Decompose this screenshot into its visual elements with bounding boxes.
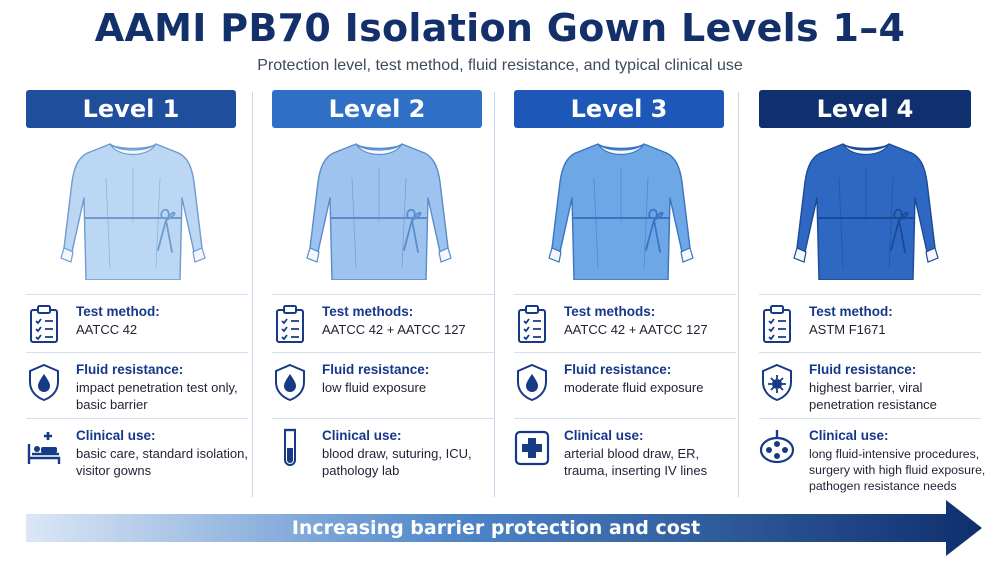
row-divider	[759, 352, 981, 353]
row-divider	[272, 352, 494, 353]
gown-illustration	[294, 138, 464, 280]
fluid-resistance-value: highest barrier, viral penetration resis…	[809, 380, 937, 412]
row-divider	[26, 294, 248, 295]
level-header: Level 4	[759, 90, 971, 128]
row-divider	[514, 418, 736, 419]
fluid-resistance-label: Fluid resistance:	[564, 362, 672, 377]
test-method-value: ASTM F1671	[809, 322, 886, 337]
clipboard-checklist-icon	[514, 304, 550, 344]
test-tube-icon	[272, 428, 308, 468]
row-divider	[272, 294, 494, 295]
row-divider	[272, 418, 494, 419]
shield-droplet-icon	[26, 362, 62, 402]
row-divider	[514, 352, 736, 353]
gown-illustration	[781, 138, 951, 280]
clinical-use-label: Clinical use:	[76, 428, 156, 443]
surgical-lamp-icon	[759, 428, 795, 468]
clinical-use-value: basic care, standard isolation, visitor …	[76, 446, 248, 478]
page-subtitle: Protection level, test method, fluid res…	[257, 57, 743, 74]
fluid-resistance-value: moderate fluid exposure	[564, 380, 704, 395]
clipboard-checklist-icon	[26, 304, 62, 344]
level-3-column: Level 3 Test methods: AATCC 42 + AATCC 1…	[514, 90, 736, 498]
fluid-resistance-label: Fluid resistance:	[322, 362, 430, 377]
fluid-resistance-label: Fluid resistance:	[809, 362, 917, 377]
test-method-value: AATCC 42 + AATCC 127	[322, 322, 466, 337]
row-divider	[26, 352, 248, 353]
column-divider	[252, 92, 253, 497]
gown-illustration	[48, 138, 218, 280]
shield-droplet-icon	[272, 362, 308, 402]
test-method-label: Test methods:	[564, 304, 656, 319]
level-header: Level 2	[272, 90, 482, 128]
progression-arrow-label: Increasing barrier protection and cost	[291, 517, 701, 539]
test-method-label: Test methods:	[322, 304, 414, 319]
row-divider	[759, 294, 981, 295]
gown-illustration	[536, 138, 706, 280]
clinical-use-label: Clinical use:	[564, 428, 644, 443]
patient-bed-icon	[26, 428, 62, 468]
shield-virus-icon	[759, 362, 795, 402]
level-header: Level 3	[514, 90, 724, 128]
clinical-use-value: arterial blood draw, ER, trauma, inserti…	[564, 446, 708, 478]
clipboard-checklist-icon	[759, 304, 795, 344]
shield-droplet-icon	[514, 362, 550, 402]
fluid-resistance-label: Fluid resistance:	[76, 362, 184, 377]
row-divider	[514, 294, 736, 295]
clinical-use-label: Clinical use:	[809, 428, 889, 443]
clinical-use-value: long fluid-intensive procedures, surgery…	[809, 447, 986, 493]
row-divider	[26, 418, 248, 419]
page-title: AAMI PB70 Isolation Gown Levels 1–4	[94, 6, 906, 50]
row-divider	[759, 418, 981, 419]
clinical-use-label: Clinical use:	[322, 428, 402, 443]
level-1-column: Level 1 Test method: AATCC 42 Fluid resi…	[26, 90, 248, 498]
clipboard-checklist-icon	[272, 304, 308, 344]
fluid-resistance-value: impact penetration test only, basic barr…	[76, 380, 238, 412]
column-divider	[738, 92, 739, 497]
level-2-column: Level 2 Test methods: AATCC 42 + AATCC 1…	[272, 90, 494, 498]
test-method-label: Test method:	[76, 304, 160, 319]
clinical-use-value: blood draw, suturing, ICU, pathology lab	[322, 446, 472, 478]
test-method-value: AATCC 42	[76, 322, 138, 337]
column-divider	[494, 92, 495, 497]
level-4-column: Level 4 Test method: ASTM F1671 Fluid re…	[759, 90, 985, 498]
test-method-value: AATCC 42 + AATCC 127	[564, 322, 708, 337]
medical-cross-icon	[514, 428, 550, 468]
progression-arrow	[26, 500, 984, 556]
fluid-resistance-value: low fluid exposure	[322, 380, 427, 395]
level-header: Level 1	[26, 90, 236, 128]
test-method-label: Test method:	[809, 304, 893, 319]
